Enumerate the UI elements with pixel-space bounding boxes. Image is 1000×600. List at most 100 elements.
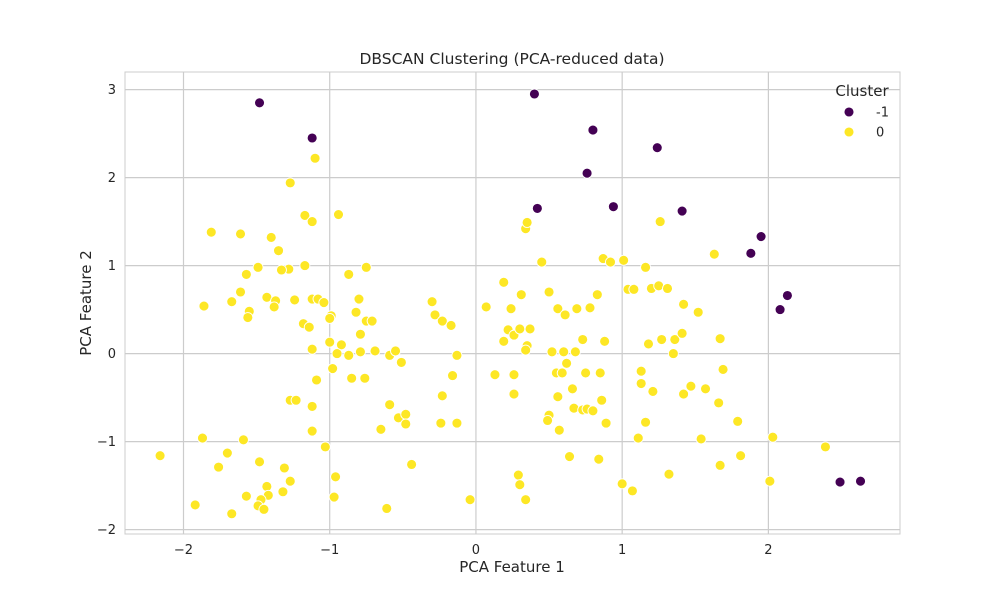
- legend-label: -1: [876, 106, 889, 121]
- legend-label: 0: [876, 126, 884, 141]
- data-point: [390, 345, 401, 357]
- data-point: [564, 451, 575, 463]
- data-point: [591, 289, 603, 301]
- data-point: [324, 336, 336, 348]
- data-point: [333, 209, 344, 221]
- data-point: [406, 459, 418, 470]
- data-point: [685, 380, 697, 392]
- tick-labels: −2 −1 0 1 2 −2 −1 0 1 2 3: [97, 83, 773, 558]
- grid: [125, 72, 900, 534]
- data-point: [284, 475, 296, 487]
- data-point: [319, 441, 331, 453]
- data-point: [662, 283, 673, 294]
- data-point: [568, 402, 580, 414]
- data-point: [328, 491, 340, 503]
- data-point: [531, 202, 543, 214]
- x-tick-label: 0: [472, 543, 480, 558]
- data-point: [327, 363, 339, 375]
- data-point: [154, 450, 166, 462]
- data-point: [354, 328, 366, 340]
- data-point: [299, 260, 311, 272]
- data-point: [692, 306, 704, 318]
- data-point: [643, 338, 654, 350]
- data-point: [498, 335, 510, 347]
- data-point: [567, 383, 578, 395]
- data-point: [628, 283, 640, 295]
- data-point: [277, 486, 289, 498]
- data-point: [732, 415, 744, 427]
- data-point: [520, 344, 532, 356]
- data-point: [593, 453, 605, 465]
- data-point: [640, 416, 652, 428]
- data-point: [354, 346, 366, 358]
- data-point: [559, 309, 571, 321]
- data-point: [350, 306, 362, 318]
- data-point: [607, 201, 619, 213]
- data-point: [240, 268, 252, 280]
- data-point: [197, 432, 208, 444]
- data-point: [381, 503, 393, 514]
- data-point: [651, 142, 663, 154]
- data-point: [278, 462, 290, 474]
- data-point: [584, 302, 596, 314]
- y-tick-label: 2: [108, 171, 116, 186]
- data-point: [343, 268, 355, 280]
- data-point: [552, 391, 564, 403]
- data-point: [205, 226, 217, 238]
- data-point: [306, 400, 318, 412]
- data-point: [213, 461, 225, 473]
- data-point: [521, 217, 533, 228]
- data-point: [676, 205, 688, 217]
- data-point: [375, 423, 387, 435]
- data-point: [221, 447, 233, 459]
- data-point: [745, 247, 757, 259]
- data-point: [359, 372, 371, 384]
- data-point: [656, 334, 668, 345]
- data-point: [505, 303, 517, 315]
- legend-title: Cluster: [835, 82, 889, 100]
- data-point: [330, 471, 342, 483]
- data-point: [524, 323, 536, 335]
- data-point: [546, 346, 558, 358]
- data-point: [400, 418, 412, 430]
- y-tick-label: 1: [108, 259, 116, 274]
- data-point: [561, 357, 573, 369]
- data-point: [594, 367, 606, 379]
- data-point: [558, 346, 570, 358]
- data-point: [556, 367, 568, 379]
- data-point: [306, 132, 318, 144]
- data-point: [774, 304, 786, 316]
- data-point: [273, 245, 284, 257]
- data-point: [678, 388, 690, 400]
- data-point: [695, 433, 707, 445]
- data-point: [708, 248, 720, 260]
- data-point: [580, 367, 592, 379]
- data-point: [254, 97, 265, 109]
- data-point: [331, 348, 343, 360]
- data-point: [198, 300, 210, 312]
- data-point: [268, 301, 280, 313]
- data-point: [237, 434, 249, 446]
- data-point: [306, 216, 318, 228]
- data-point: [755, 231, 767, 243]
- data-point: [508, 388, 520, 400]
- data-point: [542, 415, 554, 426]
- data-point: [369, 345, 381, 357]
- data-point: [528, 88, 540, 100]
- data-point: [819, 441, 831, 453]
- y-tick-label: 3: [108, 83, 116, 98]
- y-tick-label: −2: [97, 523, 116, 538]
- data-point: [265, 231, 277, 243]
- data-point: [498, 276, 510, 288]
- legend-marker: [843, 126, 855, 138]
- data-point: [429, 309, 441, 321]
- data-point: [445, 319, 457, 331]
- data-point: [464, 494, 476, 506]
- data-point: [309, 152, 321, 164]
- data-point: [767, 431, 779, 443]
- data-point: [663, 468, 675, 480]
- plot-area: [124, 71, 901, 535]
- data-point: [581, 167, 593, 179]
- data-point: [536, 256, 548, 268]
